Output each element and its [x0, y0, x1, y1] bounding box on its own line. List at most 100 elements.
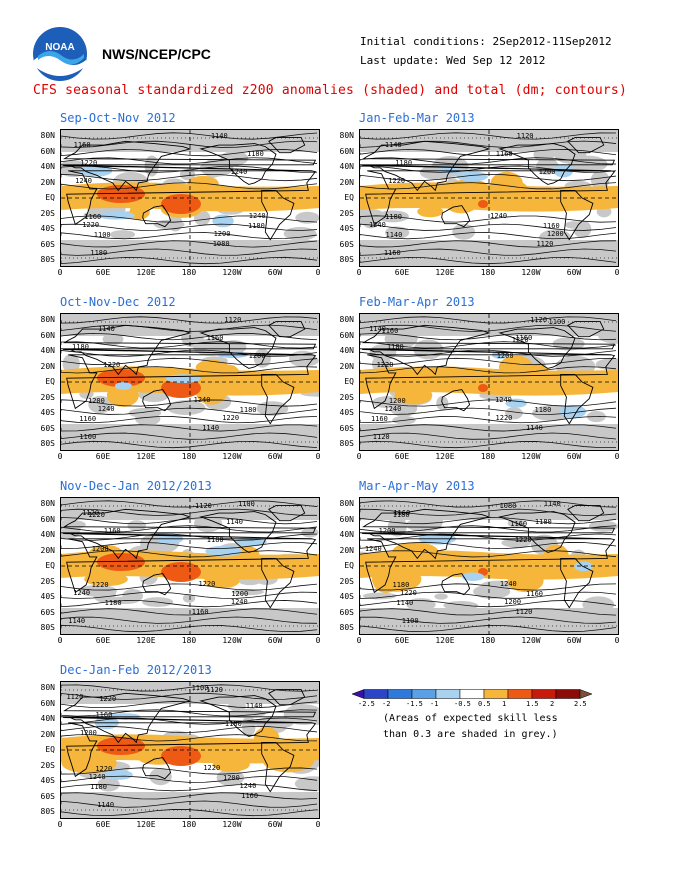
contour-line	[61, 608, 318, 616]
skill-shading-patch	[434, 593, 448, 600]
contour-label: 1120	[530, 316, 547, 324]
lon-tick-label: 120W	[521, 268, 541, 277]
lat-tick-label: 80N	[40, 683, 55, 692]
skill-shading-patch	[227, 701, 247, 711]
contour-label: 1240	[75, 177, 92, 185]
contour-label: 1160	[526, 590, 543, 598]
contour-label: 1160	[510, 520, 527, 528]
contour-line	[61, 357, 318, 366]
contour-label: 1120	[195, 502, 212, 510]
contour-line	[61, 809, 318, 817]
lat-tick-label: 40N	[339, 530, 354, 539]
contour-label: 1100	[94, 231, 111, 239]
lon-tick-label: 180	[480, 452, 496, 461]
lon-tick-label: 120W	[222, 636, 242, 645]
contour-line	[360, 366, 617, 374]
contour-line	[61, 624, 318, 633]
coastline	[441, 205, 471, 228]
coastline	[61, 324, 317, 376]
contour-line	[360, 349, 617, 357]
lon-tick-label: 120E	[435, 268, 455, 277]
contour-label: 1140	[526, 424, 543, 432]
lat-tick-label: 80N	[40, 131, 55, 140]
colorbar-tick-label: 2.5	[574, 700, 587, 708]
skill-shading-patch	[88, 395, 113, 414]
skill-shading-patch	[62, 354, 80, 374]
skill-shading-patch	[362, 592, 397, 600]
contour-line	[360, 583, 617, 591]
lat-tick-label: 60N	[40, 330, 55, 340]
contour-line	[61, 182, 318, 190]
skill-shading-patch	[590, 170, 610, 190]
lon-tick-label: 0	[57, 452, 63, 461]
positive-anomaly-patch	[216, 364, 241, 389]
lat-tick-label: 20S	[339, 576, 354, 586]
contour-line	[61, 616, 318, 624]
contour-label: 1160	[241, 792, 258, 800]
contour-line	[61, 734, 318, 742]
contour-line	[360, 550, 617, 558]
coastline	[560, 557, 594, 609]
contour-label: 1120	[536, 240, 553, 248]
contour-line	[61, 149, 318, 157]
lon-tick-label: 0	[356, 636, 362, 645]
coastline	[360, 140, 616, 192]
strong-anomaly-core	[97, 185, 145, 203]
skill-note-line1: (Areas of expected skill less	[383, 713, 558, 724]
colorbar-segment	[363, 689, 389, 699]
skill-shading-patch	[144, 155, 159, 177]
strong-anomaly-core	[161, 194, 201, 214]
panel-title: Mar-Apr-May 2013	[359, 479, 475, 493]
positive-anomaly-patch	[446, 194, 478, 214]
coastline	[498, 511, 576, 553]
contour-line	[61, 767, 318, 775]
lat-tick-label: 40S	[339, 592, 354, 601]
contour-line	[61, 684, 318, 692]
contour-line	[61, 223, 318, 231]
contour-label: 1200	[223, 774, 240, 782]
panel-title: Feb-Mar-Apr 2013	[359, 295, 475, 309]
contour-line	[360, 440, 617, 449]
lon-tick-label: 180	[181, 820, 197, 829]
contour-label: 1180	[207, 536, 224, 544]
panel-title: Sep-Oct-Nov 2012	[60, 111, 176, 125]
contour-label: 1100	[79, 433, 96, 441]
colorbar-segment	[531, 689, 557, 699]
lon-tick-label: 60W	[267, 268, 283, 277]
positive-anomaly-patch	[394, 386, 433, 405]
coastline	[498, 327, 576, 369]
positive-anomaly-patch	[61, 752, 117, 774]
contour-label: 1220	[400, 589, 417, 597]
contour-label: 1220	[82, 221, 99, 229]
contour-line	[360, 215, 617, 223]
contour-line	[61, 316, 318, 324]
strong-anomaly-core	[97, 737, 145, 755]
contour-label: 1140	[97, 801, 114, 809]
contour-label: 1240	[240, 782, 257, 790]
coastline	[261, 741, 295, 793]
lon-tick-label: 120W	[222, 452, 242, 461]
panel-title: Nov-Dec-Jan 2012/2013	[60, 479, 212, 493]
coastline	[61, 692, 317, 744]
skill-shading-patch	[443, 602, 460, 609]
colorbar-tick-label: -2.5	[358, 700, 375, 708]
lat-tick-label: 20N	[339, 545, 354, 555]
skill-shading-patch	[128, 407, 162, 418]
negative-anomaly-patch	[456, 171, 488, 182]
contour-line	[61, 173, 318, 182]
colorbar-segment	[483, 689, 509, 699]
lat-tick-label: 80S	[40, 623, 55, 632]
lat-tick-label: 20S	[40, 576, 55, 586]
contour-line	[360, 600, 617, 608]
contour-line	[61, 550, 318, 558]
contour-line	[61, 600, 318, 608]
positive-anomaly-patch	[212, 757, 250, 772]
contour-label: 1240	[369, 221, 386, 229]
skill-shading-patch	[199, 159, 234, 177]
strong-anomaly-core	[97, 553, 145, 571]
contour-line	[61, 533, 318, 541]
panel-title: Dec-Jan-Feb 2012/2013	[60, 663, 212, 677]
contour-label: 1180	[105, 599, 122, 607]
skill-shading-patch	[97, 777, 120, 792]
skill-shading-patch	[182, 593, 196, 603]
